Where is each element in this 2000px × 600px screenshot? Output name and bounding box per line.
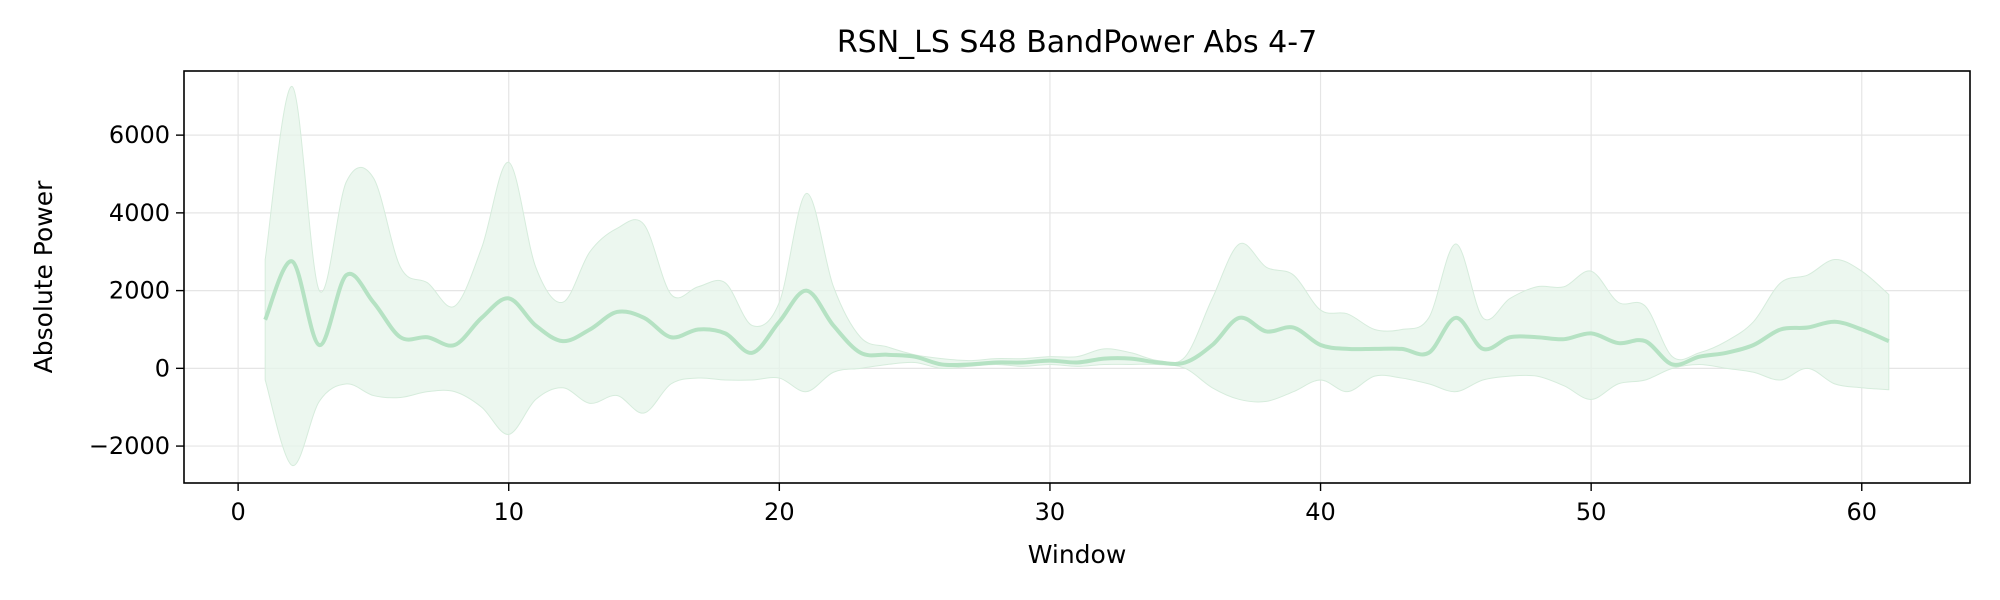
x-tick-label: 30 <box>1035 498 1066 526</box>
series-line <box>263 259 1890 368</box>
y-tick-label: 4000 <box>109 199 170 227</box>
x-axis-label: Window <box>1028 540 1127 569</box>
x-tick-label: 0 <box>230 498 245 526</box>
y-tick-label: 0 <box>155 354 170 382</box>
x-tick-label: 10 <box>493 498 524 526</box>
grid-layer <box>184 71 1970 483</box>
x-tick-label: 40 <box>1305 498 1336 526</box>
y-axis-label: Absolute Power <box>29 180 58 374</box>
confidence-band <box>264 86 1890 467</box>
y-tick-label: −2000 <box>89 432 170 460</box>
y-tick-label: 2000 <box>109 277 170 305</box>
chart-title: RSN_LS S48 BandPower Abs 4-7 <box>837 25 1317 60</box>
plot-frame <box>183 70 1971 484</box>
y-axis-ticks: −2000 0 2000 4000 6000 <box>89 121 184 460</box>
x-axis-ticks: 0 10 20 30 40 50 60 <box>230 483 1877 526</box>
x-tick-label: 20 <box>764 498 795 526</box>
x-tick-label: 50 <box>1576 498 1607 526</box>
x-tick-label: 60 <box>1846 498 1877 526</box>
y-tick-label: 6000 <box>109 121 170 149</box>
